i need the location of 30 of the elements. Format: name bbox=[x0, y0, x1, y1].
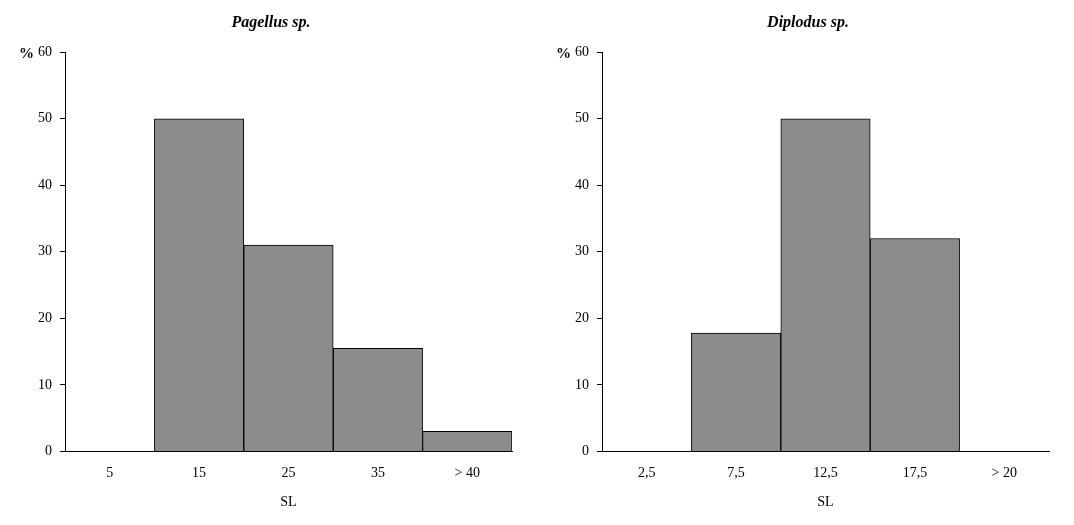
x-tick-label: 15 bbox=[192, 465, 207, 481]
y-tick-label: 40 bbox=[575, 176, 589, 192]
x-tick-label: 35 bbox=[370, 465, 385, 481]
y-tick-label: 10 bbox=[575, 376, 589, 392]
x-axis-title: SL bbox=[817, 494, 834, 510]
chart-title: Pagellus sp. bbox=[230, 12, 311, 31]
y-tick-label: 20 bbox=[38, 310, 52, 326]
x-tick-label: 7,5 bbox=[727, 465, 745, 481]
y-tick-label: 30 bbox=[38, 243, 52, 259]
y-tick-label: 20 bbox=[575, 310, 589, 326]
chart-title: Diplodus sp. bbox=[766, 12, 849, 31]
y-axis-title: % bbox=[19, 45, 34, 62]
y-tick-label: 0 bbox=[45, 443, 52, 459]
x-tick-label: 17,5 bbox=[902, 465, 928, 481]
x-tick-label: 25 bbox=[281, 465, 296, 481]
x-axis-title: SL bbox=[280, 494, 297, 510]
y-axis-title: % bbox=[556, 45, 571, 62]
y-tick-label: 60 bbox=[38, 43, 52, 59]
y-tick-label: 0 bbox=[582, 443, 589, 459]
y-tick-label: 10 bbox=[38, 376, 52, 392]
x-tick-label: 12,5 bbox=[813, 465, 838, 481]
y-tick-label: 50 bbox=[575, 110, 589, 126]
x-tick-label: > 20 bbox=[991, 465, 1017, 481]
y-tick-label: 30 bbox=[575, 243, 589, 259]
x-tick-label: 2,5 bbox=[637, 465, 656, 481]
x-tick-label: > 40 bbox=[454, 465, 480, 481]
y-tick-label: 50 bbox=[38, 110, 52, 126]
y-tick-label: 40 bbox=[38, 176, 52, 192]
y-tick-label: 60 bbox=[575, 43, 589, 59]
x-tick-label: 5 bbox=[106, 465, 114, 481]
